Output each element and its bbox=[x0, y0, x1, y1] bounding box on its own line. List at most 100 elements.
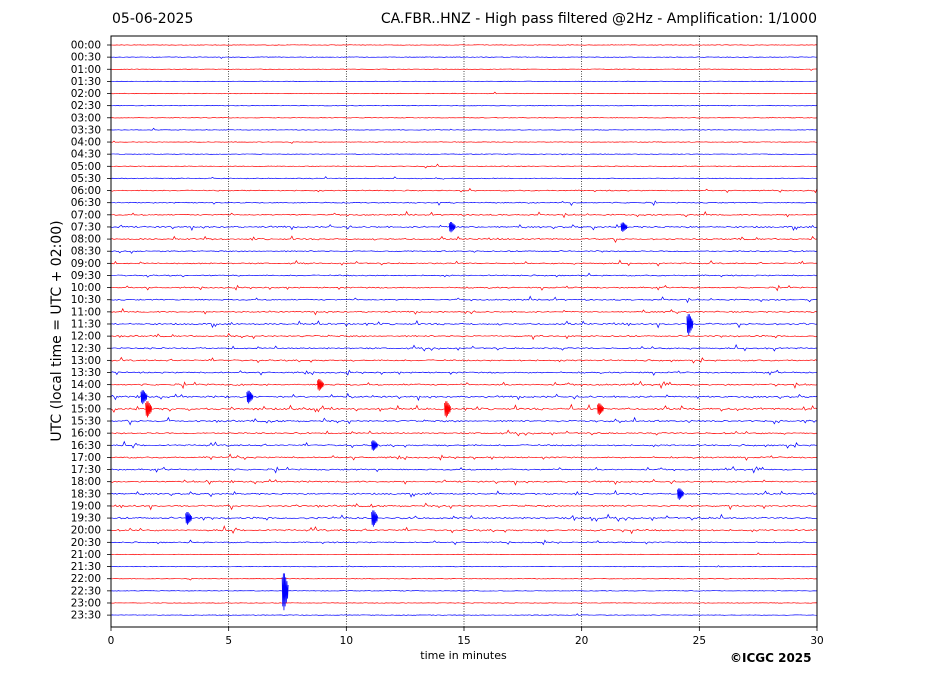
event-spike bbox=[686, 314, 694, 335]
y-tick-label: 09:30 bbox=[71, 270, 101, 282]
copyright-label: ©ICGC 2025 bbox=[730, 651, 812, 665]
trace-2330 bbox=[110, 613, 818, 616]
trace-0200 bbox=[110, 91, 818, 95]
event-spike bbox=[444, 401, 451, 418]
trace-1230 bbox=[110, 344, 818, 352]
trace-1830 bbox=[110, 489, 818, 498]
y-axis-label: UTC (local time = UTC + 02:00) bbox=[49, 220, 65, 442]
y-tick-label: 07:00 bbox=[71, 209, 101, 221]
y-tick-label: 18:30 bbox=[71, 488, 101, 500]
x-tick-label: 0 bbox=[108, 635, 115, 647]
trace-1900 bbox=[110, 502, 818, 511]
event-spike bbox=[140, 390, 148, 405]
y-tick-label: 19:00 bbox=[71, 500, 101, 512]
event-spike bbox=[620, 222, 628, 232]
trace-2300 bbox=[110, 602, 818, 604]
trace-0900 bbox=[110, 259, 817, 267]
y-tick-label: 22:00 bbox=[71, 573, 101, 585]
trace-2000 bbox=[110, 525, 818, 535]
trace-1730 bbox=[110, 465, 818, 474]
trace-1330 bbox=[110, 369, 818, 376]
trace-1130 bbox=[110, 319, 818, 329]
event-spike bbox=[677, 488, 684, 500]
y-tick-label: 00:30 bbox=[71, 52, 101, 64]
y-tick-label: 12:30 bbox=[71, 343, 101, 355]
trace-0730 bbox=[110, 224, 818, 232]
trace-1030 bbox=[110, 295, 818, 304]
x-tick-label: 30 bbox=[810, 635, 823, 647]
x-tick-label: 20 bbox=[575, 635, 588, 647]
y-tick-label: 09:00 bbox=[71, 258, 101, 270]
trace-0600 bbox=[110, 187, 818, 194]
trace-2030 bbox=[110, 539, 818, 546]
y-tick-label: 06:00 bbox=[71, 185, 101, 197]
event-spike bbox=[448, 222, 456, 233]
trace-0500 bbox=[110, 163, 818, 169]
trace-1300 bbox=[110, 356, 818, 364]
y-tick-label: 20:00 bbox=[71, 525, 101, 537]
y-tick-label: 13:30 bbox=[71, 367, 101, 379]
x-tick-label: 5 bbox=[225, 635, 232, 647]
trace-1800 bbox=[110, 478, 818, 486]
y-tick-label: 11:00 bbox=[71, 306, 101, 318]
y-tick-label: 10:30 bbox=[71, 294, 101, 306]
x-tick-label: 25 bbox=[693, 635, 706, 647]
y-tick-label: 05:00 bbox=[71, 161, 101, 173]
trace-0300 bbox=[110, 116, 818, 119]
y-tick-label: 00:00 bbox=[71, 40, 101, 52]
y-tick-label: 01:30 bbox=[71, 76, 101, 88]
y-tick-label: 16:30 bbox=[71, 440, 101, 452]
trace-0030 bbox=[110, 56, 818, 59]
y-tick-label: 07:30 bbox=[71, 221, 101, 233]
y-tick-label: 02:00 bbox=[71, 88, 101, 100]
grid-lines bbox=[228, 36, 700, 627]
trace-0630 bbox=[110, 200, 818, 207]
trace-1400 bbox=[110, 380, 818, 390]
y-tick-label: 19:30 bbox=[71, 513, 101, 525]
y-tick-label: 03:00 bbox=[71, 112, 101, 124]
y-tick-label: 13:00 bbox=[71, 355, 101, 367]
trace-1500 bbox=[110, 403, 818, 413]
trace-0330 bbox=[110, 127, 818, 131]
y-tick-label: 17:00 bbox=[71, 452, 101, 464]
x-tick-label: 15 bbox=[457, 635, 470, 647]
y-tick-label: 08:00 bbox=[71, 234, 101, 246]
trace-0430 bbox=[110, 153, 818, 156]
y-tick-label: 15:00 bbox=[71, 403, 101, 415]
trace-0700 bbox=[110, 210, 818, 219]
y-tick-label: 17:30 bbox=[71, 464, 101, 476]
event-spike bbox=[371, 440, 378, 451]
y-tick-label: 06:30 bbox=[71, 197, 101, 209]
trace-1630 bbox=[110, 440, 818, 449]
trace-0400 bbox=[110, 140, 818, 144]
y-tick-label: 22:30 bbox=[71, 585, 101, 597]
y-tick-label: 18:00 bbox=[71, 476, 101, 488]
y-tick-label: 23:30 bbox=[71, 610, 101, 622]
y-tick-label: 01:00 bbox=[71, 64, 101, 76]
y-tick-label: 20:30 bbox=[71, 537, 101, 549]
trace-0230 bbox=[110, 105, 818, 107]
y-tick-label: 03:30 bbox=[71, 124, 101, 136]
trace-2230 bbox=[110, 590, 818, 592]
x-tick-label: 10 bbox=[340, 635, 353, 647]
chart-title: CA.FBR..HNZ - High pass filtered @2Hz - … bbox=[380, 11, 817, 27]
trace-0100 bbox=[110, 68, 818, 71]
trace-0930 bbox=[110, 272, 818, 278]
x-axis-label: time in minutes bbox=[420, 649, 507, 662]
event-spike bbox=[281, 573, 289, 611]
trace-1430 bbox=[110, 392, 818, 402]
y-tick-label: 14:30 bbox=[71, 391, 101, 403]
trace-0800 bbox=[110, 235, 818, 244]
event-spike bbox=[371, 510, 378, 527]
trace-1000 bbox=[110, 284, 818, 292]
date-label: 05-06-2025 bbox=[112, 11, 194, 27]
y-tick-label: 12:00 bbox=[71, 331, 101, 343]
x-tick-labels: 0 5 10 15 20 25 30 bbox=[108, 627, 824, 647]
trace-2130 bbox=[110, 565, 817, 568]
trace-1700 bbox=[110, 453, 818, 461]
y-tick-label: 16:00 bbox=[71, 428, 101, 440]
event-spike bbox=[145, 401, 153, 418]
trace-1530 bbox=[110, 416, 818, 426]
trace-2100 bbox=[110, 552, 818, 556]
